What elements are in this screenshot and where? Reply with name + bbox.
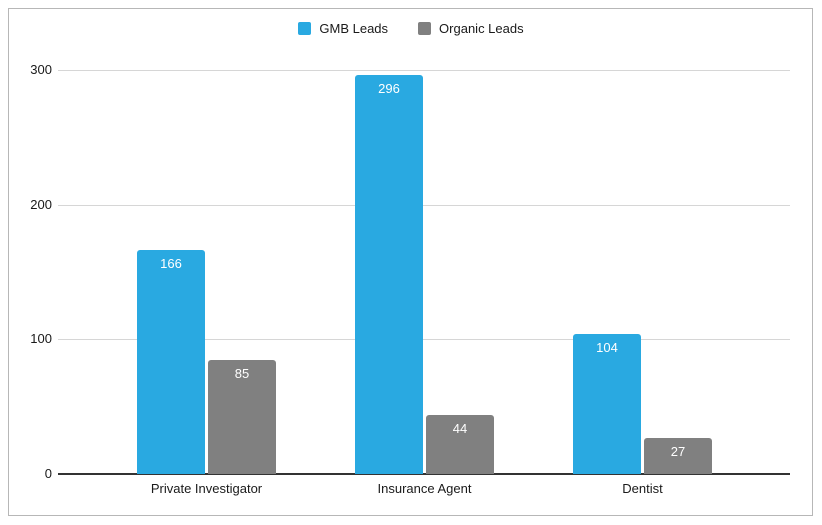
x-axis-line [58,473,790,475]
legend-label: Organic Leads [439,21,524,36]
bar-organic-private-investigator: 85 [208,360,276,474]
bar-organic-insurance-agent: 44 [426,415,494,474]
bar-value-label: 44 [452,421,468,436]
y-axis-tick-label: 100 [30,331,52,346]
legend-label: GMB Leads [319,21,389,36]
y-axis-tick-label: 300 [30,62,52,77]
x-axis-category-label: Dentist [622,481,663,496]
gridline [58,339,790,340]
bar-value-label: 166 [160,256,182,271]
bar-value-label: 104 [596,340,618,355]
bar-gmb-insurance-agent: 296 [355,75,423,474]
legend-swatch [418,22,432,35]
gridline [58,70,790,71]
y-axis-tick-label: 200 [30,197,52,212]
legend-swatch [298,22,312,35]
legend-item-gmb-leads: GMB Leads [298,22,388,35]
bar-gmb-private-investigator: 166 [137,250,205,474]
bar-organic-dentist: 27 [644,438,712,474]
y-axis-tick-label: 0 [44,466,52,481]
gridline [58,205,790,206]
x-axis-category-label: Private Investigator [150,481,263,496]
bar-value-label: 27 [670,444,686,459]
bar-gmb-dentist: 104 [573,334,641,474]
x-axis-category-label: Insurance Agent [377,481,472,496]
legend-item-organic-leads: Organic Leads [418,22,524,35]
bar-value-label: 296 [378,81,400,96]
bar-value-label: 85 [234,366,250,381]
legend: GMB Leads Organic Leads [0,22,822,35]
